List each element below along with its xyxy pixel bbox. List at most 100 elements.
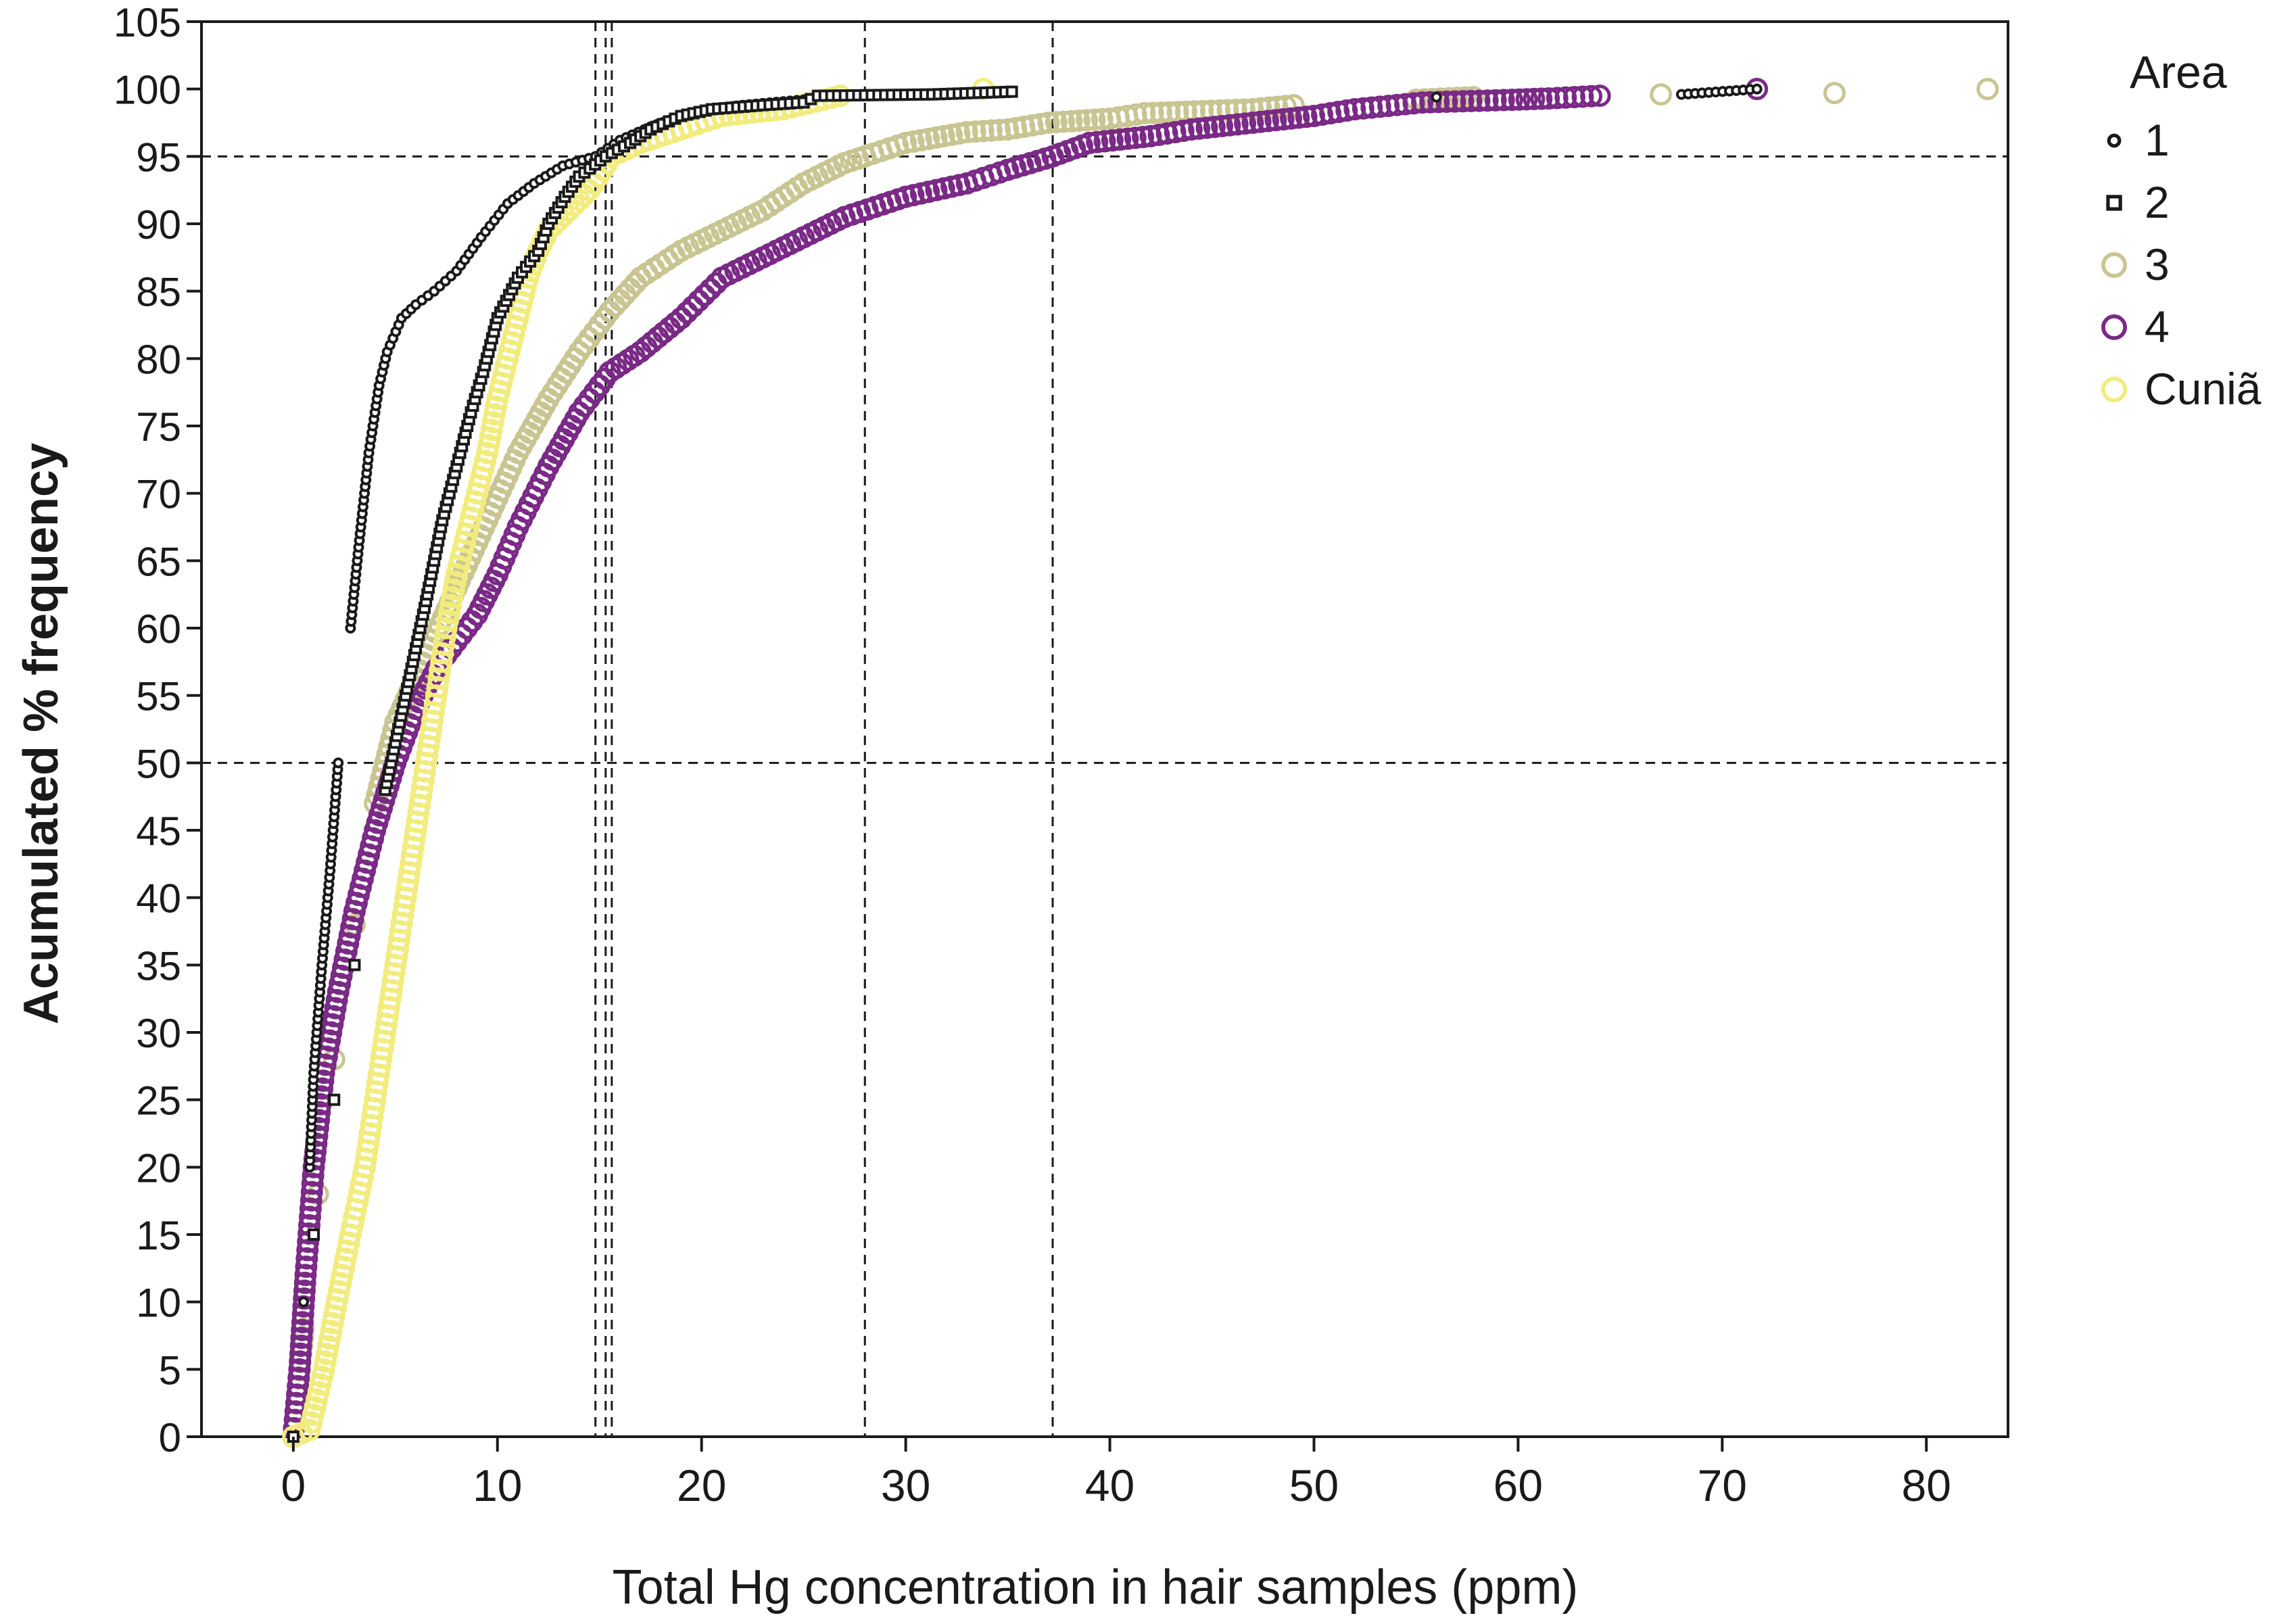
data-point	[1133, 102, 1156, 125]
data-point	[1101, 129, 1124, 152]
data-point	[1141, 101, 1164, 124]
data-point	[1976, 78, 1999, 101]
data-point	[1109, 128, 1132, 151]
legend-marker	[2101, 252, 2127, 278]
data-point	[948, 122, 971, 145]
legend-title: Area	[2130, 47, 2227, 98]
legend-item: 2	[2106, 177, 2170, 227]
data-point	[1394, 93, 1417, 116]
y-tick-label: 25	[136, 1078, 181, 1124]
data-point	[932, 124, 955, 147]
data-point	[1650, 83, 1673, 106]
data-point	[1226, 113, 1249, 136]
data-point	[1588, 85, 1611, 108]
data-point	[997, 118, 1020, 141]
data-point	[290, 1327, 313, 1350]
plot-frame	[200, 20, 2009, 1438]
data-point	[1124, 103, 1147, 126]
data-point	[287, 1366, 310, 1389]
data-point	[687, 289, 710, 312]
legend-item: 1	[2107, 115, 2170, 165]
data-point	[330, 964, 353, 987]
data-point	[1203, 116, 1226, 139]
data-point	[902, 130, 925, 153]
data-point	[894, 131, 917, 154]
x-tick-label: 0	[281, 1460, 306, 1510]
data-point	[1562, 86, 1585, 109]
data-point	[963, 120, 986, 143]
data-point	[1083, 108, 1106, 131]
data-point	[288, 1358, 311, 1381]
data-point	[298, 1205, 321, 1228]
data-point	[1751, 83, 1763, 95]
data-point	[1402, 92, 1425, 115]
data-point	[1158, 101, 1181, 124]
legend-label: 2	[2145, 177, 2170, 227]
data-point	[338, 924, 361, 947]
data-point	[293, 1287, 316, 1310]
y-tick-label: 85	[136, 270, 181, 315]
legend-item: Cuniã	[2101, 364, 2262, 414]
y-tick-label: 45	[136, 809, 181, 854]
data-point	[1431, 91, 1442, 103]
data-point	[1188, 117, 1211, 140]
data-point	[613, 283, 636, 306]
data-point	[433, 625, 456, 648]
data-point	[1546, 87, 1569, 110]
series-4	[282, 78, 1769, 1448]
data-point	[295, 1256, 318, 1279]
data-point	[917, 127, 940, 150]
y-tick-label: 75	[136, 404, 181, 450]
data-point	[325, 1296, 348, 1319]
data-point	[1368, 95, 1391, 118]
data-point	[675, 301, 698, 324]
data-point	[327, 980, 350, 1003]
data-point	[1139, 124, 1162, 147]
data-point	[670, 307, 693, 330]
x-tick-label: 70	[1698, 1460, 1747, 1510]
legend-label: 3	[2145, 239, 2170, 289]
data-point	[293, 1271, 316, 1294]
data-point	[1086, 130, 1109, 153]
data-point	[1029, 112, 1052, 135]
y-tick-label: 40	[136, 876, 181, 922]
data-point	[1311, 103, 1334, 126]
y-tick-label: 15	[136, 1213, 181, 1258]
data-point	[1037, 112, 1060, 134]
data-point	[1352, 97, 1375, 120]
data-point	[1155, 122, 1178, 145]
data-point	[295, 1247, 318, 1270]
data-point	[1515, 88, 1538, 111]
data-point	[289, 1334, 312, 1357]
x-tick-label: 80	[1902, 1460, 1951, 1510]
data-point	[1234, 112, 1257, 135]
legend-label: Cuniã	[2145, 364, 2262, 414]
data-point	[1053, 110, 1076, 133]
legend-marker	[2101, 314, 2127, 340]
data-point	[1264, 109, 1287, 132]
data-point	[322, 1304, 345, 1327]
data-point	[624, 272, 647, 295]
legend-marker	[2107, 133, 2122, 148]
data-point	[1500, 89, 1523, 112]
data-point	[1571, 85, 1594, 108]
data-point	[294, 1264, 317, 1287]
data-point	[1280, 107, 1303, 130]
data-point	[925, 126, 948, 149]
data-point	[308, 1228, 320, 1241]
data-series	[282, 78, 1999, 1448]
data-point	[1327, 101, 1350, 124]
data-point	[1249, 110, 1272, 133]
data-point	[1147, 123, 1170, 146]
data-point	[1360, 96, 1383, 119]
series-3	[282, 78, 1999, 1448]
x-tick-label: 20	[677, 1460, 726, 1510]
data-point	[335, 940, 358, 963]
y-axis: 0 5 10 15 20 25 30 35 40 45 50 55 60 65 70 75 80 85 90 95 10…	[114, 0, 201, 1460]
data-point	[1149, 101, 1172, 124]
data-point	[1272, 108, 1295, 131]
x-tick-label: 30	[881, 1460, 930, 1510]
y-tick-label: 80	[136, 337, 181, 382]
data-point	[300, 1180, 323, 1203]
y-tick-label: 95	[136, 135, 181, 180]
